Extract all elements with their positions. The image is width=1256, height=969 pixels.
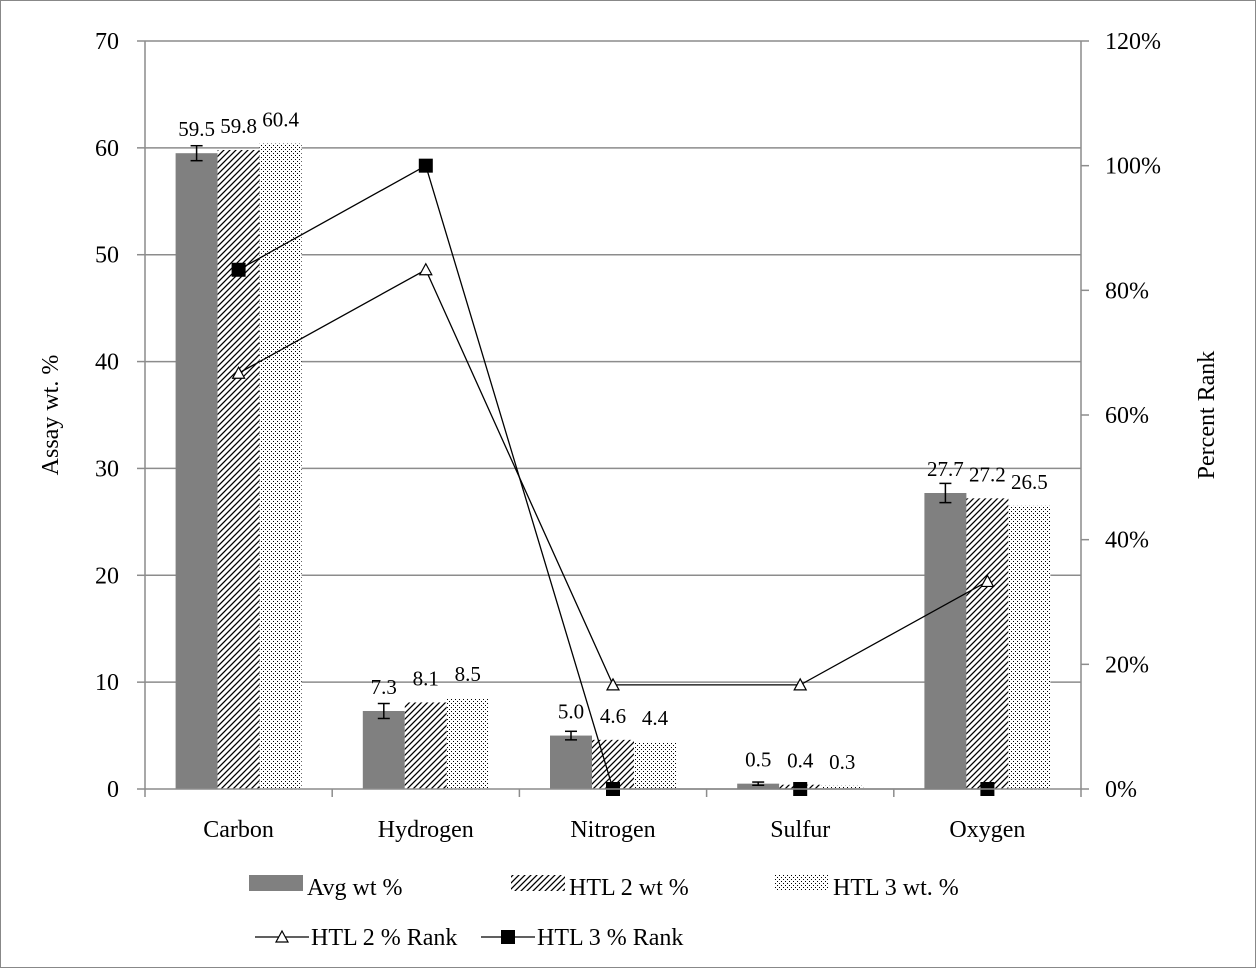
data-label: 8.1	[413, 666, 439, 690]
data-label: 8.5	[455, 662, 481, 686]
bar-HTL 2 wt %	[966, 498, 1009, 789]
line-HTL 2 % Rank	[238, 268, 988, 686]
y2-tick-label: 60%	[1105, 403, 1149, 429]
bar-HTL 2 wt %	[592, 739, 634, 789]
x-tick-label: Hydrogen	[378, 817, 474, 843]
data-label: 59.8	[220, 114, 257, 138]
marker-triangle	[605, 677, 621, 691]
data-label: 0.3	[829, 750, 855, 774]
marker-triangle	[793, 677, 808, 691]
legend-label: HTL 2 wt %	[569, 875, 689, 901]
data-label: 27.2	[969, 462, 1006, 486]
y2-tick-label: 100%	[1105, 154, 1161, 180]
secondary-y-axis-label: Percent Rank	[1194, 351, 1220, 480]
legend-swatch	[249, 875, 303, 891]
data-label: 4.6	[600, 704, 626, 728]
error-bars	[190, 144, 952, 787]
y2-tick-label: 0%	[1105, 777, 1137, 803]
y2-tick-label: 40%	[1105, 528, 1149, 554]
y2-tick-label: 80%	[1105, 278, 1149, 304]
bar-HTL 3 wt. %	[446, 698, 489, 789]
data-label: 60.4	[262, 108, 299, 132]
axes	[137, 40, 1089, 797]
data-label: 0.5	[745, 748, 771, 772]
legend-label: HTL 3 % Rank	[537, 925, 683, 951]
data-label: 59.5	[178, 117, 215, 141]
bar-HTL 2 wt %	[217, 149, 260, 790]
bar-HTL 3 wt. %	[259, 143, 302, 789]
tick-labels: 0 10 20 30 40 50 60 70 0% 20% 40% 60% 80% 100% 120% Car…	[95, 29, 1161, 843]
data-label: 4.4	[642, 706, 669, 730]
x-tick-label: Sulfur	[770, 817, 830, 843]
data-label: 0.4	[787, 749, 814, 773]
y2-tick-label: 120%	[1105, 29, 1161, 55]
data-label: 27.7	[927, 457, 964, 481]
y-tick-label: 40	[95, 350, 119, 376]
line-HTL 3 % Rank	[238, 164, 988, 790]
data-label: 26.5	[1011, 470, 1048, 494]
legend: Avg wt % HTL 2 wt % HTL 3 wt. % HTL 2 % Ran…	[249, 875, 959, 951]
marker-triangle	[231, 365, 246, 379]
bar-Avg wt %	[737, 783, 780, 789]
bar-Avg wt %	[175, 153, 218, 789]
bars	[175, 143, 1051, 790]
marker-square	[231, 262, 246, 277]
y-tick-label: 60	[95, 136, 119, 162]
bar-Avg wt %	[362, 710, 405, 789]
legend-swatch	[775, 875, 829, 891]
legend-label: Avg wt %	[307, 875, 403, 901]
y-tick-label: 20	[95, 563, 119, 589]
bar-Avg wt %	[550, 735, 592, 789]
x-tick-label: Carbon	[203, 817, 274, 843]
bar-HTL 3 wt. %	[1008, 505, 1051, 789]
bar-HTL 3 wt. %	[634, 741, 676, 789]
y-axis-label: Assay wt. %	[38, 355, 64, 476]
data-label: 5.0	[558, 700, 584, 724]
y-tick-label: 50	[95, 243, 119, 269]
x-tick-label: Oxygen	[949, 817, 1025, 843]
y2-tick-label: 20%	[1105, 652, 1149, 678]
y-tick-label: 30	[95, 456, 119, 482]
y-tick-label: 0	[107, 777, 119, 803]
legend-label: HTL 2 % Rank	[311, 925, 457, 951]
marker-triangle	[418, 262, 433, 276]
bar-Avg wt %	[924, 493, 967, 789]
marker-square	[501, 930, 515, 944]
bar-data-labels: 59.5 7.3 5.0 0.5 27.7 59.8 8.1 4.6 0.4 27.2 60.4 8.…	[178, 108, 1048, 774]
legend-swatch	[511, 875, 565, 891]
marker-square	[418, 158, 433, 173]
y-tick-label: 10	[95, 670, 119, 696]
marker-triangle	[980, 574, 995, 588]
data-label: 7.3	[371, 675, 397, 699]
marker-triangle	[274, 929, 290, 943]
bar-HTL 3 wt. %	[821, 785, 864, 789]
bar-HTL 2 wt %	[404, 702, 447, 789]
legend-label: HTL 3 wt. %	[833, 875, 959, 901]
x-tick-label: Nitrogen	[570, 817, 655, 843]
y-tick-label: 70	[95, 29, 119, 55]
